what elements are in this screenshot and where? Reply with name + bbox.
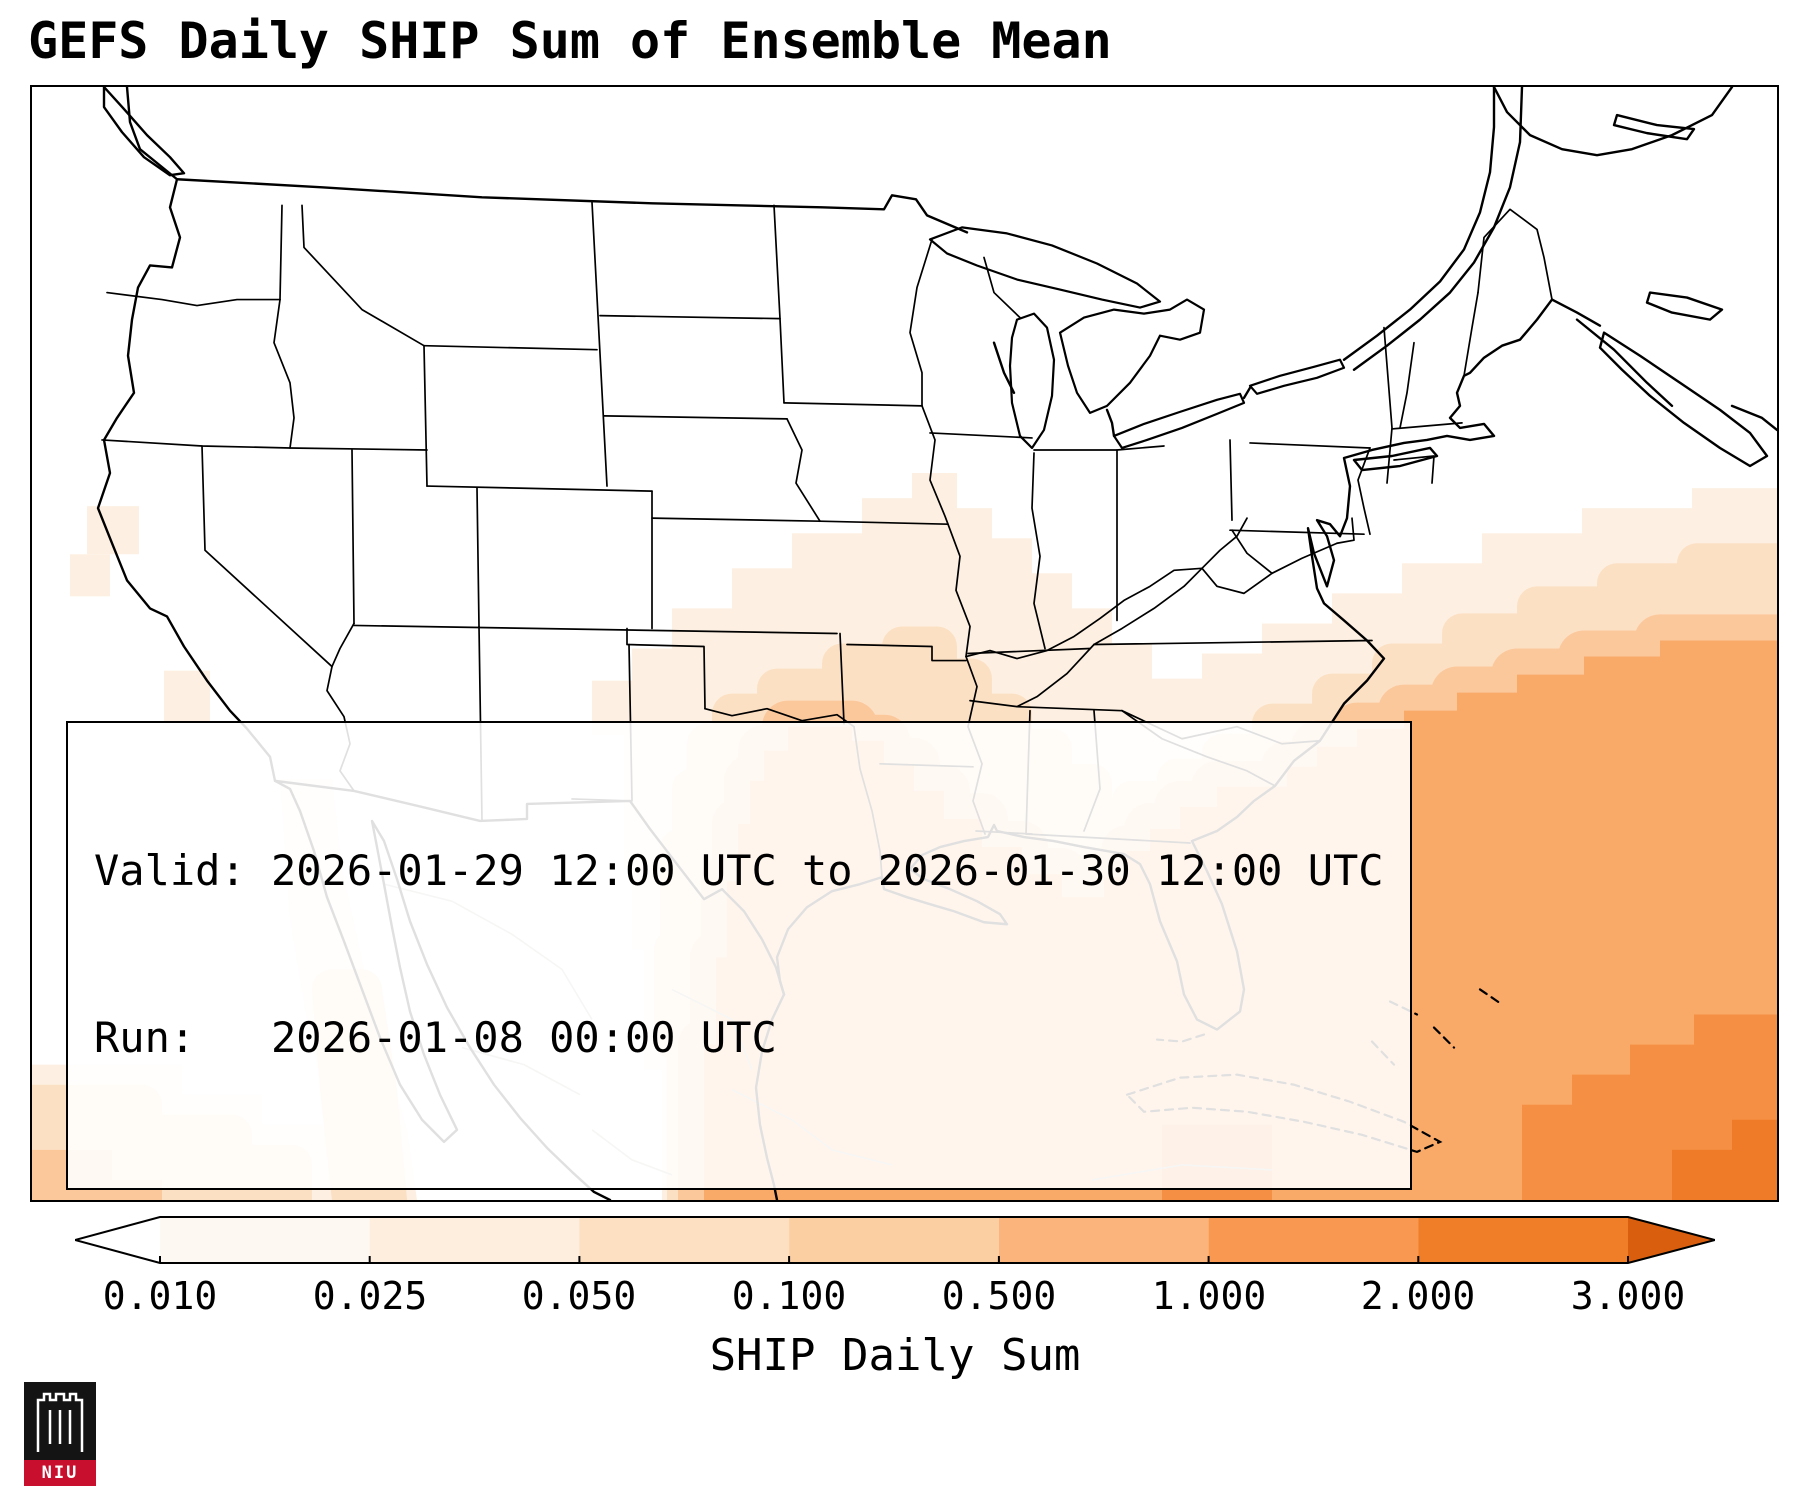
nova-scotia [1598,331,1769,468]
colorbar-tick-label: 3.000 [1570,1274,1686,1318]
colorbar-axis-label: SHIP Daily Sum [709,1330,1081,1381]
great-lakes [928,226,1346,450]
colorbar-seg-7 [1418,1217,1628,1263]
colorbar-tick-label: 2.000 [1360,1274,1476,1318]
lake-superior [928,226,1162,309]
castle-icon [36,1392,84,1452]
colorbar-tick-label: 0.025 [312,1274,428,1318]
colorbar-seg-2 [369,1217,580,1263]
colorbar-seg-6 [1208,1217,1419,1263]
run-time-line: Run: 2026-01-08 00:00 UTC [94,1012,777,1062]
state-borders [101,201,1553,878]
colorbar-tick-label: 1.000 [1151,1274,1267,1318]
colorbar-tick-label: 0.010 [102,1274,218,1318]
colorbar-tick-label: 0.050 [521,1274,637,1318]
lake-erie [1112,392,1246,450]
lake-huron [1058,298,1206,414]
niu-logo: NIU [24,1382,96,1486]
colorbar-seg-5 [998,1217,1209,1263]
niu-logo-text: NIU [24,1460,96,1486]
colorbar-tick-marks [159,1256,1629,1263]
canada-border [175,178,969,234]
anticosti-island [1612,113,1696,141]
colorbar-seg-1 [160,1217,370,1263]
colorbar-tick-label: 0.100 [731,1274,847,1318]
plot-title: GEFS Daily SHIP Sum of Ensemble Mean [28,12,1112,70]
prince-edward-island [1645,291,1724,321]
colorbar-svg [75,1216,1715,1264]
vancouver-island [102,87,186,177]
colorbar-seg-4 [789,1217,999,1263]
colorbar-under-arrow [75,1217,160,1263]
colorbar: 0.010 0.025 0.050 0.100 0.500 1.000 2.00… [75,1216,1715,1336]
valid-time-line: Valid: 2026-01-29 12:00 UTC to 2026-01-3… [94,846,1384,896]
info-box: Valid: 2026-01-29 12:00 UTC to 2026-01-3… [66,720,1412,1190]
lake-ontario [1248,358,1346,395]
lake-michigan [1008,312,1056,450]
map-frame: Valid: 2026-01-29 12:00 UTC to 2026-01-3… [30,85,1779,1202]
colorbar-over-arrow [1628,1217,1715,1263]
colorbar-tick-label: 0.500 [941,1274,1057,1318]
colorbar-seg-3 [579,1217,790,1263]
